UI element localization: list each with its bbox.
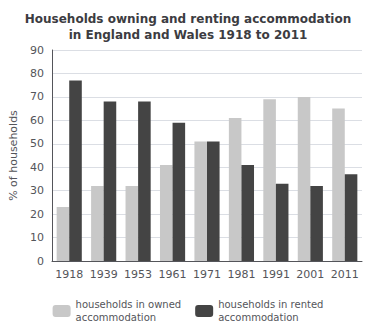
svg-text:households in rented: households in rented: [218, 299, 323, 310]
svg-text:1939: 1939: [90, 268, 118, 281]
svg-text:1981: 1981: [227, 268, 255, 281]
svg-text:50: 50: [30, 137, 44, 150]
svg-text:1953: 1953: [124, 268, 152, 281]
svg-text:1918: 1918: [55, 268, 83, 281]
svg-text:60: 60: [30, 114, 44, 127]
svg-text:in England and Wales 1918 to 2: in England and Wales 1918 to 2011: [69, 28, 308, 42]
svg-text:80: 80: [30, 67, 44, 80]
svg-text:1961: 1961: [159, 268, 187, 281]
svg-text:20: 20: [30, 208, 44, 221]
svg-text:10: 10: [30, 231, 44, 244]
svg-text:2001: 2001: [296, 268, 324, 281]
svg-text:1971: 1971: [193, 268, 221, 281]
svg-text:70: 70: [30, 90, 44, 103]
svg-text:accommodation: accommodation: [76, 312, 156, 323]
svg-text:Households owning and renting: Households owning and renting accommodat…: [25, 12, 352, 26]
svg-text:1991: 1991: [262, 268, 290, 281]
svg-text:accommodation: accommodation: [218, 312, 298, 323]
svg-text:90: 90: [30, 44, 44, 57]
svg-text:0: 0: [37, 255, 44, 268]
svg-text:40: 40: [30, 161, 44, 174]
svg-text:% of households: % of households: [7, 110, 20, 201]
svg-text:households in owned: households in owned: [76, 299, 182, 310]
svg-text:30: 30: [30, 184, 44, 197]
svg-text:2011: 2011: [331, 268, 359, 281]
